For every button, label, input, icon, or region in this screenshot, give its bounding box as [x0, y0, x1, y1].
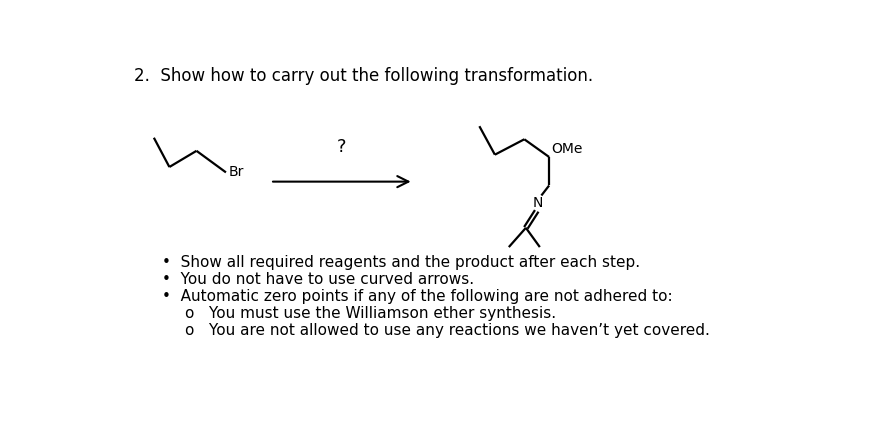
Text: o   You must use the Williamson ether synthesis.: o You must use the Williamson ether synt…: [185, 305, 556, 320]
Text: N: N: [532, 196, 543, 210]
Text: ?: ?: [337, 138, 346, 156]
Text: o   You are not allowed to use any reactions we haven’t yet covered.: o You are not allowed to use any reactio…: [185, 323, 709, 338]
Text: •  Automatic zero points if any of the following are not adhered to:: • Automatic zero points if any of the fo…: [162, 289, 672, 304]
Text: OMe: OMe: [552, 142, 583, 156]
Text: Br: Br: [228, 165, 244, 179]
Text: 2.  Show how to carry out the following transformation.: 2. Show how to carry out the following t…: [134, 67, 594, 85]
Text: •  Show all required reagents and the product after each step.: • Show all required reagents and the pro…: [162, 255, 640, 270]
Text: •  You do not have to use curved arrows.: • You do not have to use curved arrows.: [162, 272, 473, 287]
